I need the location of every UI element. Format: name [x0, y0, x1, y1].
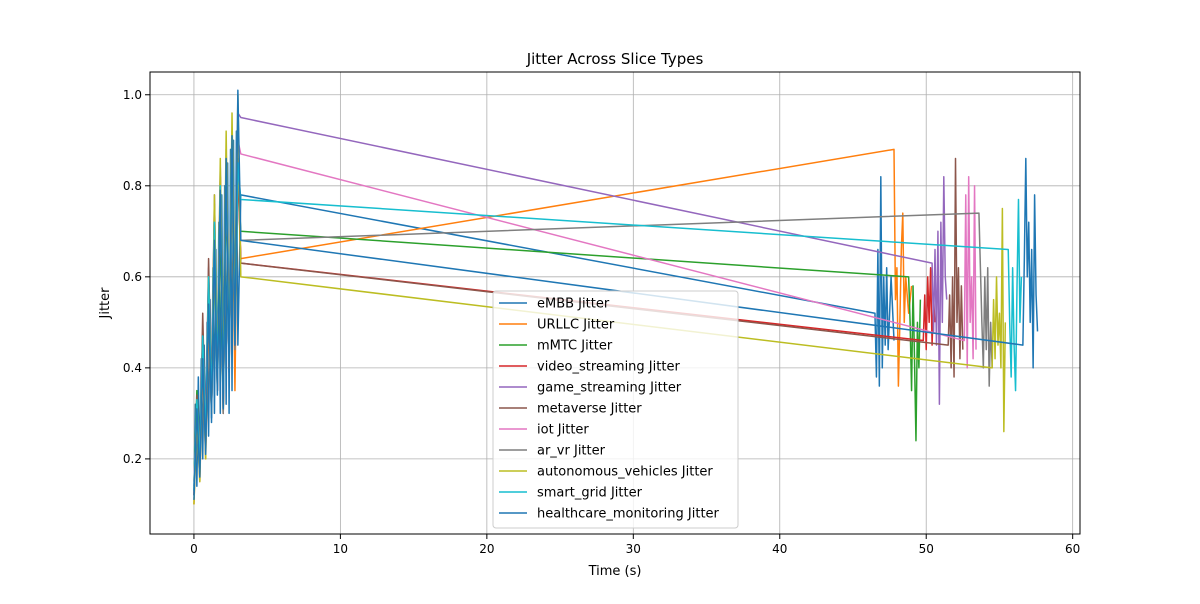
series-layer: [193, 89, 1039, 505]
legend-label: game_streaming Jitter: [537, 381, 682, 396]
y-tick-label: 0.6: [123, 270, 142, 284]
axes-layer: 0 10 20 30 40 50 60 0.2 0.4 0.6 0.8 1.0: [123, 71, 1081, 556]
x-tick-label: 60: [1065, 542, 1080, 556]
y-tick-label: 0.8: [123, 179, 142, 193]
y-tick-label: 0.2: [123, 452, 142, 466]
x-axis-label: Time (s): [588, 564, 642, 579]
legend-label: autonomous_vehicles Jitter: [537, 465, 713, 480]
legend-label: mMTC Jitter: [537, 339, 613, 354]
y-tick-label: 1.0: [123, 88, 142, 102]
x-tick-label: 50: [919, 542, 934, 556]
legend-label: ar_vr Jitter: [537, 444, 606, 459]
legend: eMBB Jitter URLLC Jitter mMTC Jitter video_…: [492, 290, 739, 529]
legend-label: healthcare_monitoring Jitter: [537, 507, 720, 522]
legend-label: smart_grid Jitter: [537, 486, 643, 501]
chart-title: Jitter Across Slice Types: [526, 50, 704, 68]
y-axis-label: Jitter: [98, 287, 113, 320]
legend-label: metaverse Jitter: [537, 402, 642, 417]
x-tick-label: 20: [479, 542, 494, 556]
grid-layer: [150, 72, 1080, 534]
legend-label: URLLC Jitter: [537, 318, 615, 333]
x-tick-label: 40: [772, 542, 787, 556]
legend-box: [492, 290, 739, 529]
x-tick-label: 10: [333, 542, 348, 556]
legend-label: video_streaming Jitter: [537, 360, 680, 375]
x-tick-label: 0: [190, 542, 198, 556]
legend-label: eMBB Jitter: [537, 297, 610, 312]
series-line-10: [193, 89, 1039, 500]
y-tick-label: 0.4: [123, 361, 142, 375]
x-tick-label: 30: [626, 542, 641, 556]
legend-label: iot Jitter: [537, 423, 589, 438]
plot-frame: [149, 71, 1081, 535]
